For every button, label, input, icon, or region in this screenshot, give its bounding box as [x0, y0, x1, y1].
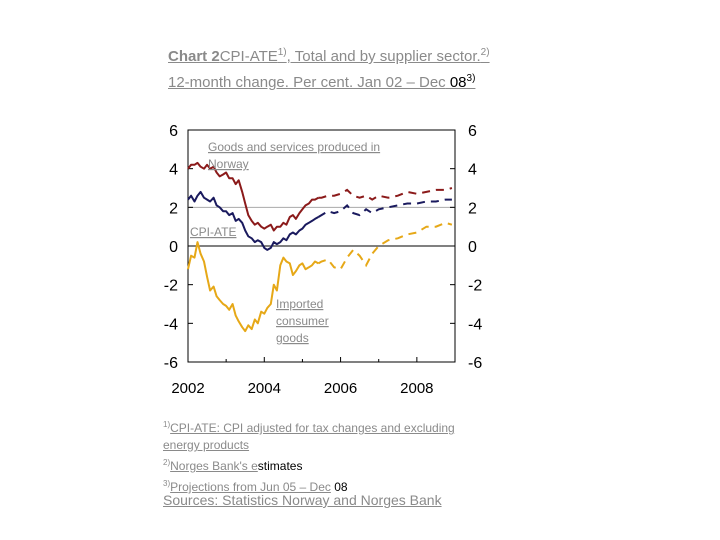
annotation-norway-line: Goods and services produced in: [208, 140, 380, 154]
footnote-2-text-a: Norges Bank's e: [170, 459, 258, 473]
footnote-2: 2)Norges Bank's estimates: [163, 454, 463, 475]
y-tick-label-left: 4: [169, 162, 178, 179]
chart-title-rest: , Total and by supplier sector.: [286, 48, 481, 65]
annotation-imported-line: Imported: [276, 297, 323, 311]
chart-title-sup1: 1): [277, 47, 287, 58]
y-tick-label-left: 0: [169, 239, 178, 256]
x-tick-label: 2004: [248, 380, 281, 397]
footnotes: 1)CPI-ATE: CPI adjusted for tax changes …: [163, 416, 463, 496]
y-tick-label-right: 2: [468, 200, 477, 217]
footnote-3-sup: 3): [163, 479, 171, 488]
chart-title-sup2: 2): [480, 47, 490, 58]
annotation-imported: Imported consumer goods: [276, 297, 329, 345]
footnote-3-text-b: 08: [330, 480, 348, 494]
annotation-norway: Goods and services produced in Norway: [208, 140, 380, 171]
y-tick-label-right: -2: [468, 278, 482, 295]
chart-lines: [187, 161, 453, 333]
footnote-1-sup: 1): [163, 420, 171, 429]
chart-title-tail: 08: [445, 74, 467, 91]
sources-line: Sources: Statistics Norway and Norges Ba…: [163, 492, 442, 508]
y-tick-label-right: 0: [468, 239, 477, 256]
chart-annotations: Goods and services produced in Norway CPI-…: [190, 140, 380, 345]
annotation-norway-line: Norway: [208, 157, 249, 171]
chart-title-sup3: 3): [466, 73, 476, 84]
y-tick-label-left: -4: [164, 316, 178, 333]
y-tick-label-right: 6: [468, 123, 477, 140]
chart-title-name: CPI-ATE: [219, 48, 278, 65]
series-1-history-line: [187, 161, 319, 232]
x-tick-label: 2006: [324, 380, 357, 397]
x-tick-label: 2008: [400, 380, 433, 397]
series-3-history-line: [187, 241, 319, 333]
annotation-imported-line: goods: [276, 331, 309, 345]
chart-axes: [187, 129, 456, 363]
footnote-1-text: CPI-ATE: CPI adjusted for tax changes an…: [163, 421, 455, 452]
x-tick-label: 2002: [171, 380, 204, 397]
series-2-projection-line: [317, 198, 452, 218]
chart-title-rest2: 12-month change. Per cent. Jan 02 – Dec: [168, 74, 446, 91]
y-tick-label-left: 2: [169, 200, 178, 217]
series-3-projection-line: [317, 221, 453, 271]
series-2-history-line: [187, 190, 319, 251]
y-tick-label-left: 6: [169, 123, 178, 140]
series-1-projection-line: [318, 187, 453, 201]
annotation-imported-line: consumer: [276, 314, 329, 328]
y-tick-label-right: 4: [468, 162, 477, 179]
annotation-cpi-ate-line: CPI-ATE: [190, 225, 236, 239]
footnote-3: 3)Projections from Jun 05 – Dec 08: [163, 475, 463, 496]
chart-title: Chart 2CPI-ATE1), Total and by supplier …: [168, 42, 508, 94]
chart-tick-labels: 6 6 4 4 2 2 0 0 -2 -2 -4 -4 -6 -6 2002 2004 2006 2008: [164, 123, 483, 397]
annotation-cpi-ate: CPI-ATE: [190, 225, 236, 239]
y-tick-label-right: -4: [468, 316, 482, 333]
y-tick-label-left: -2: [164, 278, 178, 295]
chart-title-lead: Chart 2: [168, 48, 220, 65]
y-tick-label-right: -6: [468, 355, 482, 372]
footnote-1: 1)CPI-ATE: CPI adjusted for tax changes …: [163, 416, 463, 454]
footnote-3-text-a: Projections from Jun 05 – Dec: [170, 480, 331, 494]
footnote-2-text-b: stimates: [257, 459, 303, 473]
footnote-2-sup: 2): [163, 458, 171, 467]
y-tick-label-left: -6: [164, 355, 178, 372]
